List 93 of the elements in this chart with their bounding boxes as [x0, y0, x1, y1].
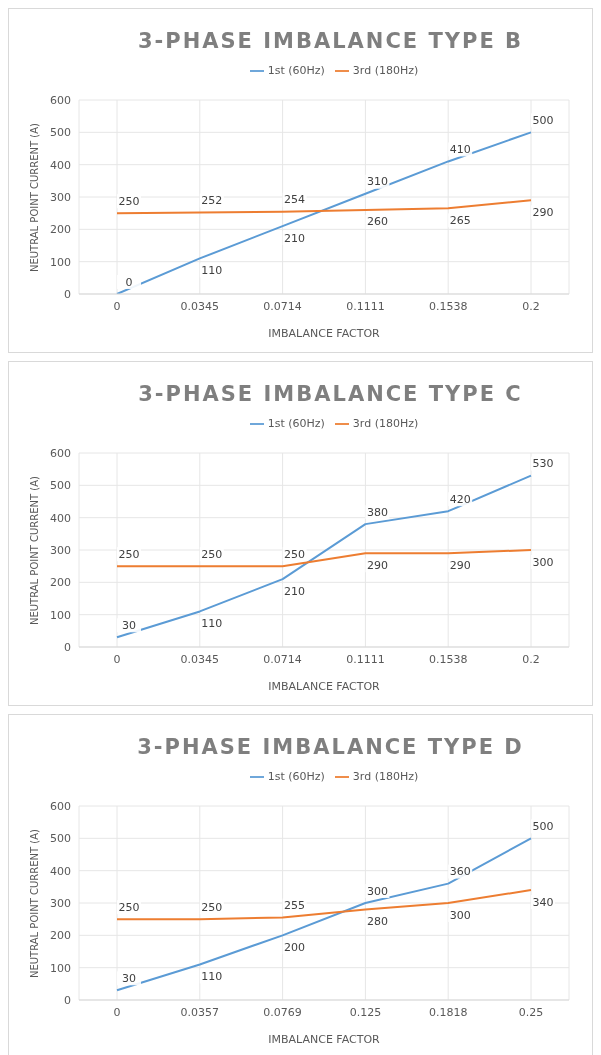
x-tick-label: 0.0714	[263, 299, 302, 313]
data-label: 210	[284, 584, 306, 598]
data-label: 500	[532, 819, 554, 833]
data-label: 290	[449, 558, 471, 572]
data-label: 300	[449, 908, 471, 922]
legend-label: 1st (60Hz)	[267, 64, 325, 77]
y-tick-label: 600	[50, 93, 71, 107]
data-label: 500	[532, 113, 554, 127]
y-tick-label: 300	[50, 543, 71, 557]
x-tick-label: 0.1538	[428, 299, 468, 313]
legend-label: 1st (60Hz)	[267, 770, 325, 783]
data-label: 530	[532, 457, 554, 471]
data-label: 110	[201, 616, 223, 630]
y-tick-label: 200	[50, 929, 71, 943]
legend-label: 3rd (180Hz)	[352, 417, 419, 430]
x-tick-label: 0.0357	[180, 1005, 220, 1019]
x-tick-label: 0	[113, 299, 121, 313]
data-label: 290	[366, 558, 388, 572]
x-tick-label: 0.2	[522, 299, 540, 313]
y-tick-label: 400	[50, 158, 71, 172]
data-label: 360	[449, 865, 471, 879]
x-tick-label: 0.2	[522, 652, 540, 666]
legend-label: 3rd (180Hz)	[352, 770, 419, 783]
y-tick-label: 0	[64, 993, 71, 1007]
data-label: 252	[201, 194, 223, 208]
x-tick-label: 0.1111	[346, 652, 385, 666]
data-label: 250	[118, 900, 140, 914]
y-tick-label: 200	[50, 223, 71, 237]
x-tick-label: 0.0714	[263, 652, 302, 666]
data-label: 420	[449, 492, 471, 506]
y-tick-label: 400	[50, 864, 71, 878]
data-label: 310	[366, 175, 388, 189]
data-label: 255	[284, 899, 306, 913]
x-tick-label: 0.1538	[428, 652, 468, 666]
y-tick-label: 400	[50, 511, 71, 525]
x-tick-label: 0.0345	[180, 299, 220, 313]
y-tick-label: 100	[50, 608, 71, 622]
data-label: 290	[532, 205, 554, 219]
legend-label: 3rd (180Hz)	[352, 64, 419, 77]
data-label: 0	[125, 275, 133, 289]
x-tick-label: 0.0769	[263, 1005, 302, 1019]
x-tick-label: 0.1818	[428, 1005, 468, 1019]
chart-title: 3-PHASE IMBALANCE TYPE B	[136, 29, 525, 53]
y-tick-label: 300	[50, 190, 71, 204]
data-label: 410	[449, 142, 471, 156]
data-label: 300	[366, 884, 388, 898]
data-label: 250	[118, 194, 140, 208]
data-label: 260	[366, 215, 388, 229]
data-label: 110	[201, 969, 223, 983]
y-axis-title: NEUTRAL POINT CURRENT (A)	[28, 123, 40, 272]
data-label: 210	[284, 231, 306, 245]
x-tick-label: 0.1111	[346, 299, 385, 313]
y-tick-label: 600	[50, 446, 71, 460]
y-tick-label: 300	[50, 896, 71, 910]
x-tick-label: 0.0345	[180, 652, 220, 666]
data-label: 30	[122, 971, 136, 985]
x-tick-label: 0.25	[518, 1005, 544, 1019]
data-label: 254	[284, 193, 306, 207]
y-axis-title: NEUTRAL POINT CURRENT (A)	[28, 476, 40, 625]
x-tick-label: 0	[113, 1005, 121, 1019]
data-label: 250	[201, 547, 223, 561]
y-tick-label: 0	[64, 287, 71, 301]
y-tick-label: 100	[50, 255, 71, 269]
y-tick-label: 200	[50, 576, 71, 590]
data-label: 200	[284, 940, 306, 954]
y-tick-label: 500	[50, 832, 71, 846]
line-series	[116, 131, 532, 294]
legend-label: 1st (60Hz)	[267, 417, 325, 430]
data-label: 250	[201, 900, 223, 914]
chart-title: 3-PHASE IMBALANCE TYPE D	[136, 735, 525, 759]
data-label: 110	[201, 263, 223, 277]
x-axis-title: IMBALANCE FACTOR	[268, 327, 381, 340]
data-label: 265	[449, 213, 471, 227]
data-label: 250	[284, 547, 306, 561]
data-label: 30	[122, 618, 136, 632]
x-axis-title: IMBALANCE FACTOR	[268, 680, 381, 693]
x-tick-label: 0	[113, 652, 121, 666]
y-tick-label: 600	[50, 799, 71, 813]
y-tick-label: 500	[50, 126, 71, 140]
y-tick-label: 500	[50, 479, 71, 493]
y-tick-label: 0	[64, 640, 71, 654]
data-label: 340	[532, 895, 554, 909]
x-tick-label: 0.125	[349, 1005, 382, 1019]
data-label: 250	[118, 547, 140, 561]
y-axis-title: NEUTRAL POINT CURRENT (A)	[28, 829, 40, 978]
data-label: 300	[532, 555, 554, 569]
line-series	[116, 474, 532, 639]
data-label: 380	[366, 505, 388, 519]
x-axis-title: IMBALANCE FACTOR	[268, 1033, 381, 1046]
chart-title: 3-PHASE IMBALANCE TYPE C	[137, 382, 524, 406]
line-series	[116, 837, 532, 992]
y-tick-label: 100	[50, 961, 71, 975]
data-label: 280	[366, 914, 388, 928]
